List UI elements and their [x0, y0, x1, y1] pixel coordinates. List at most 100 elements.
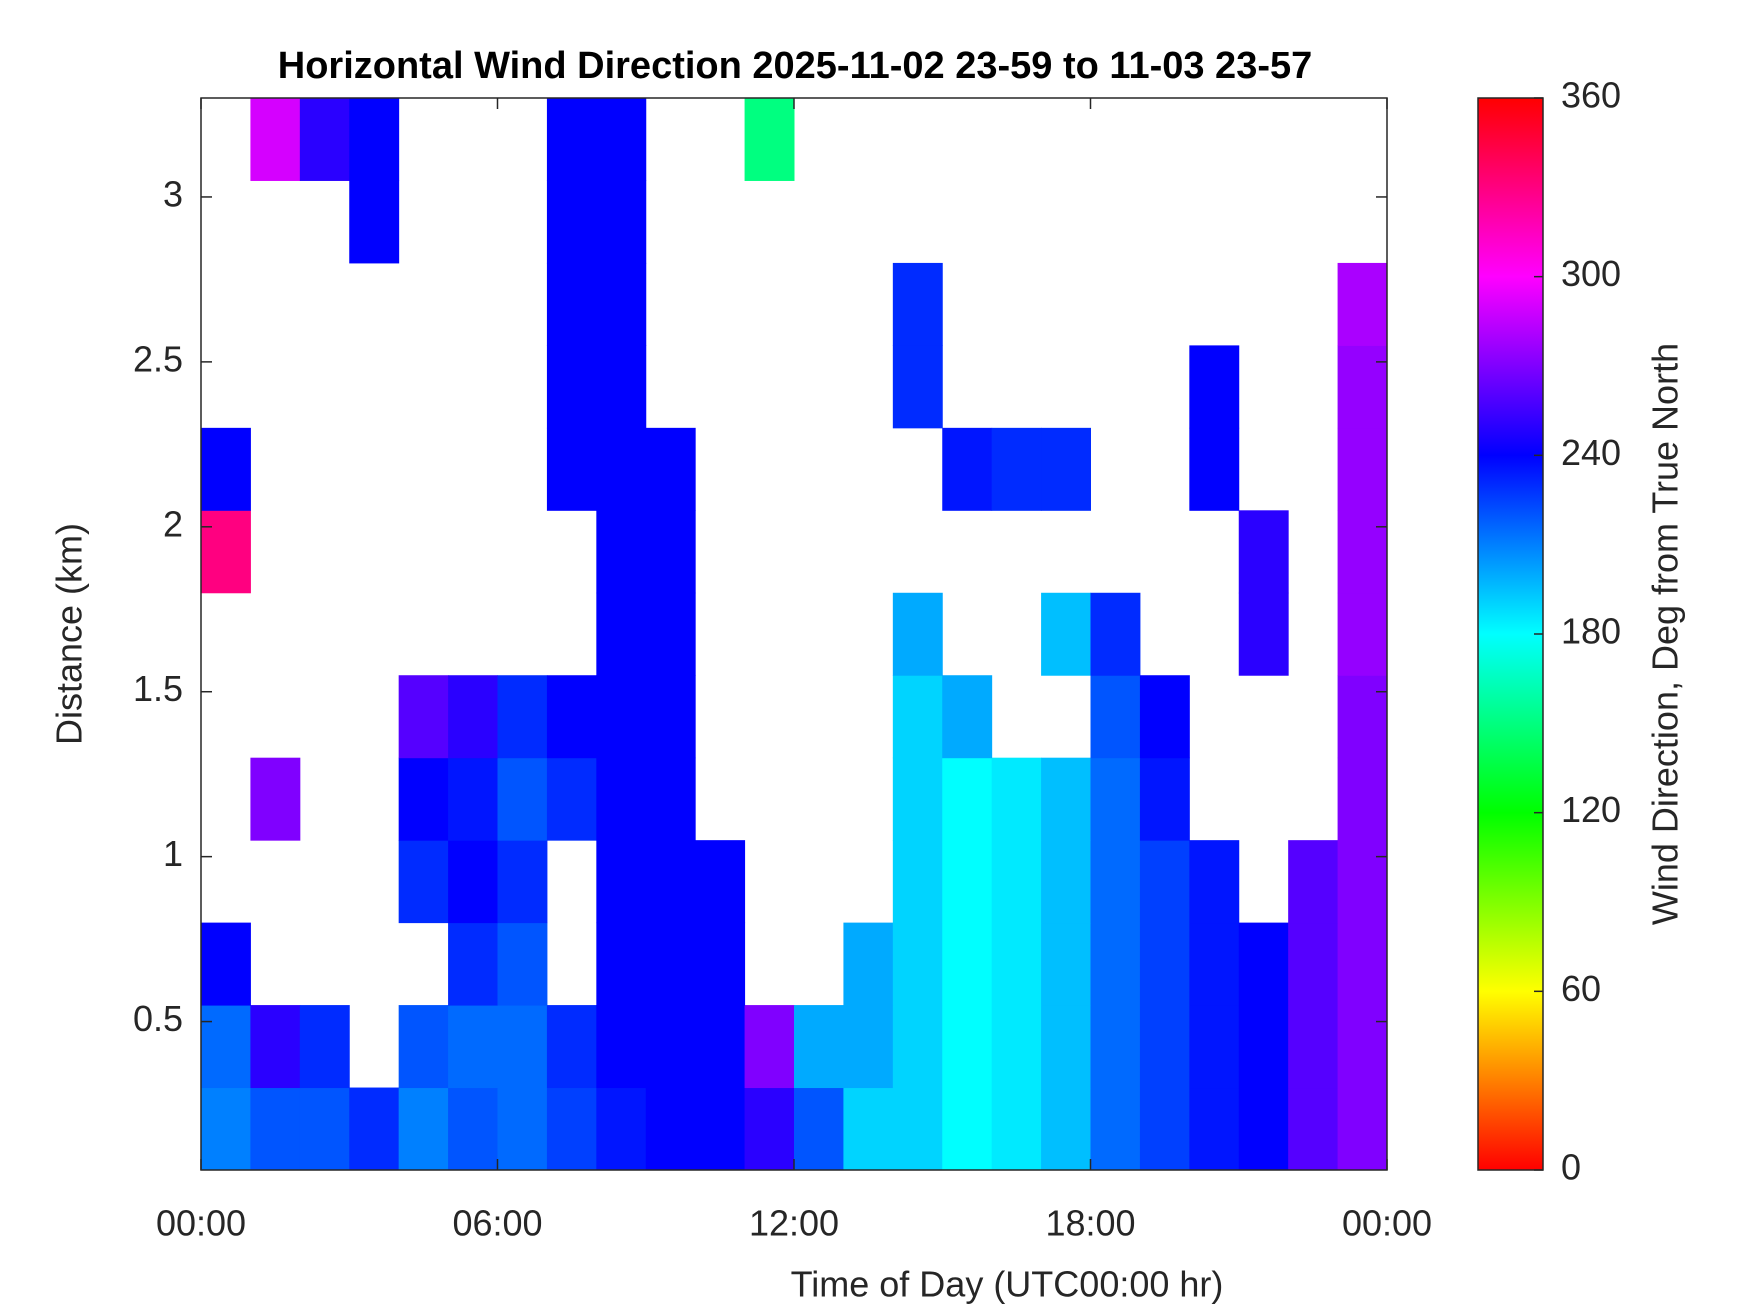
- heatmap-cell: [1139, 1005, 1190, 1089]
- heatmap-cell: [1238, 592, 1289, 676]
- heatmap-cell: [1189, 345, 1240, 429]
- heatmap-cell: [201, 922, 251, 1006]
- heatmap-cell: [1041, 922, 1091, 1006]
- heatmap-cell: [991, 1087, 1042, 1171]
- colorbar-tick-label: 120: [1561, 789, 1621, 830]
- heatmap-cell: [1041, 1005, 1091, 1089]
- heatmap-cell: [645, 1005, 696, 1089]
- heatmap-cell: [892, 675, 943, 759]
- heatmap-cell: [201, 1087, 251, 1171]
- heatmap-cell: [1090, 1005, 1141, 1089]
- heatmap-cell: [546, 98, 597, 181]
- heatmap-cell: [843, 922, 894, 1006]
- heatmap-cell: [596, 840, 647, 924]
- heatmap-cell: [794, 1005, 844, 1089]
- heatmap-cell: [1041, 592, 1091, 676]
- heatmap-cell: [596, 510, 647, 594]
- heatmap-cell: [892, 1087, 943, 1171]
- heatmap-cell: [1139, 922, 1190, 1006]
- heatmap-cell: [892, 922, 943, 1006]
- heatmap-cell: [250, 757, 301, 841]
- heatmap-cell: [546, 345, 597, 429]
- heatmap-cell: [1090, 922, 1141, 1006]
- heatmap-cell: [695, 840, 746, 924]
- x-tick-label: 12:00: [749, 1203, 839, 1244]
- heatmap-cell: [448, 757, 498, 841]
- heatmap-cell: [250, 1087, 301, 1171]
- heatmap-cell: [695, 922, 746, 1006]
- heatmap-cell: [1139, 840, 1190, 924]
- heatmap-cell: [1337, 1087, 1388, 1171]
- heatmap-cell: [1041, 427, 1091, 511]
- heatmap-cell: [497, 922, 548, 1006]
- heatmap-cell: [398, 840, 449, 924]
- colorbar-tick-label: 360: [1561, 75, 1621, 116]
- heatmap-cell: [1288, 840, 1339, 924]
- heatmap-cell: [1337, 675, 1388, 759]
- heatmap-cell: [892, 345, 943, 429]
- heatmap-cell: [991, 840, 1042, 924]
- heatmap-cell: [448, 840, 498, 924]
- heatmap-cell: [1041, 757, 1091, 841]
- heatmap-cell: [398, 757, 449, 841]
- heatmap-cell: [1288, 1005, 1339, 1089]
- heatmap-cell: [299, 1087, 350, 1171]
- heatmap-cell: [645, 675, 696, 759]
- heatmap-cell: [645, 1087, 696, 1171]
- heatmap-cell: [744, 1005, 795, 1089]
- heatmap-cell: [1090, 757, 1141, 841]
- x-axis-label: Time of Day (UTC00:00 hr): [791, 1264, 1224, 1305]
- heatmap-cell: [1337, 510, 1388, 594]
- heatmap-cell: [942, 1087, 993, 1171]
- heatmap-cell: [942, 675, 993, 759]
- heatmap-cell: [1139, 757, 1190, 841]
- x-tick-label: 00:00: [156, 1203, 246, 1244]
- heatmap-cell: [1337, 427, 1388, 511]
- y-tick-label: 0.5: [133, 998, 183, 1039]
- y-tick-label: 1: [163, 833, 183, 874]
- heatmap-cell: [1238, 510, 1289, 594]
- heatmap-cell: [1238, 922, 1289, 1006]
- heatmap-cell: [645, 592, 696, 676]
- heatmap-cell: [497, 1005, 548, 1089]
- colorbar-tick-label: 180: [1561, 611, 1621, 652]
- heatmap-cell: [744, 98, 795, 181]
- y-tick-label: 2: [163, 503, 183, 544]
- heatmap-cell: [596, 675, 647, 759]
- heatmap-cell: [1337, 757, 1388, 841]
- heatmap-cell: [1288, 922, 1339, 1006]
- heatmap-cell: [1189, 1087, 1240, 1171]
- heatmap-cell: [546, 1005, 597, 1089]
- heatmap-cell: [596, 98, 647, 181]
- heatmap-cell: [1041, 840, 1091, 924]
- heatmap-cell: [596, 345, 647, 429]
- colorbar: [1477, 97, 1544, 1171]
- heatmap-cell: [942, 1005, 993, 1089]
- heatmap-cell: [596, 757, 647, 841]
- heatmap-cell: [299, 1005, 350, 1089]
- heatmap-cell: [991, 427, 1042, 511]
- heatmap-cell: [1139, 675, 1190, 759]
- chart-title: Horizontal Wind Direction 2025-11-02 23-…: [278, 45, 1313, 87]
- heatmap-cell: [942, 757, 993, 841]
- heatmap-cell: [546, 1087, 597, 1171]
- heatmap-cell: [596, 262, 647, 346]
- heatmap-cell: [744, 1087, 795, 1171]
- y-tick-label: 2.5: [133, 338, 183, 379]
- y-tick-label: 1.5: [133, 668, 183, 709]
- heatmap-cell: [1090, 1087, 1141, 1171]
- heatmap-cell: [1139, 1087, 1190, 1171]
- heatmap-cell: [1189, 1005, 1240, 1089]
- heatmap-cell: [1238, 1005, 1289, 1089]
- heatmap-cell: [892, 592, 943, 676]
- heatmap-cell: [497, 757, 548, 841]
- heatmap-cell: [1041, 1087, 1091, 1171]
- heatmap-cell: [398, 1005, 449, 1089]
- heatmap-cell: [892, 1005, 943, 1089]
- heatmap-cell: [794, 1087, 844, 1171]
- heatmap-cell: [250, 1005, 301, 1089]
- heatmap-cell: [546, 757, 597, 841]
- heatmap-cell: [991, 757, 1042, 841]
- heatmap-cell: [1337, 262, 1388, 346]
